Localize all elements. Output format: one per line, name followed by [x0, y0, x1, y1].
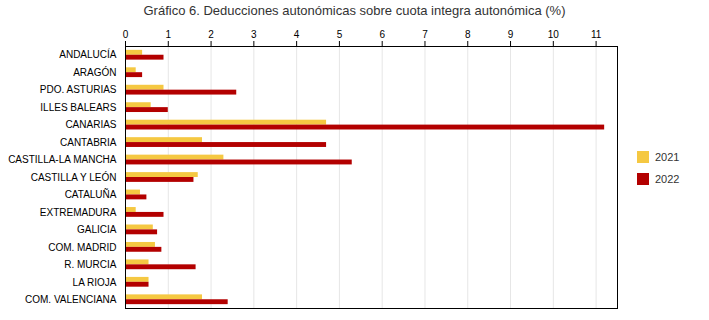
- svg-text:PDO. ASTURIAS: PDO. ASTURIAS: [40, 84, 117, 95]
- svg-text:LA RIOJA: LA RIOJA: [73, 277, 117, 288]
- svg-text:CASTILLA Y LEÓN: CASTILLA Y LEÓN: [31, 171, 117, 183]
- svg-text:7: 7: [422, 29, 428, 40]
- svg-text:8: 8: [465, 29, 471, 40]
- svg-text:CASTILLA-LA MANCHA: CASTILLA-LA MANCHA: [8, 154, 117, 165]
- svg-text:CANTABRIA: CANTABRIA: [60, 137, 117, 148]
- html-text:Gráfico 6. Deducciones autonóm: Gráfico 6. Deducciones autonómicas sobre…: [143, 3, 566, 18]
- svg-text:ARAGÓN: ARAGÓN: [73, 66, 116, 78]
- svg-text:4: 4: [294, 29, 300, 40]
- svg-text:3: 3: [251, 29, 257, 40]
- svg-text:CANARIAS: CANARIAS: [65, 119, 116, 130]
- html-text:2021: 2021: [655, 151, 680, 163]
- svg-text:0: 0: [123, 29, 129, 40]
- svg-text:EXTREMADURA: EXTREMADURA: [40, 207, 117, 218]
- svg-text:2: 2: [208, 29, 214, 40]
- svg-text:ANDALUCÍA: ANDALUCÍA: [59, 48, 117, 60]
- html-text:2022: 2022: [655, 173, 680, 185]
- svg-text:11: 11: [591, 29, 602, 40]
- svg-text:10: 10: [548, 29, 560, 40]
- svg-text:9: 9: [508, 29, 514, 40]
- svg-text:R. MURCIA: R. MURCIA: [64, 259, 117, 270]
- svg-text:CATALUÑA: CATALUÑA: [65, 188, 117, 200]
- svg-text:5: 5: [337, 29, 343, 40]
- svg-text:ILLES BALEARS: ILLES BALEARS: [40, 102, 116, 113]
- svg-text:6: 6: [379, 29, 385, 40]
- svg-text:COM. VALENCIANA: COM. VALENCIANA: [25, 294, 117, 305]
- svg-text:1: 1: [166, 29, 172, 40]
- svg-text:COM. MADRID: COM. MADRID: [48, 242, 116, 253]
- svg-text:GALICIA: GALICIA: [77, 224, 117, 235]
